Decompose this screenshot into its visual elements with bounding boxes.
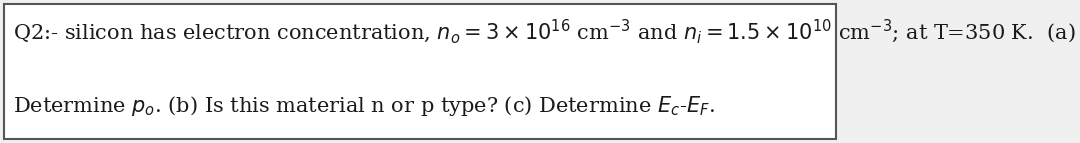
Text: Q2:- silicon has electron concentration, $n_o = 3\times10^{16}$ cm$^{-3}$ and $n: Q2:- silicon has electron concentration,…: [13, 18, 1076, 46]
FancyBboxPatch shape: [4, 4, 836, 139]
Text: Determine $p_o$. (b) Is this material n or p type? (c) Determine $E_c$-$E_F$.: Determine $p_o$. (b) Is this material n …: [13, 94, 715, 118]
